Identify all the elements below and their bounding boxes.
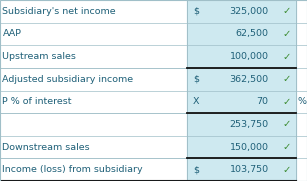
Text: 325,000: 325,000 [230, 7, 269, 16]
Text: $: $ [193, 165, 199, 174]
Text: ✓: ✓ [282, 165, 291, 175]
Text: 70: 70 [257, 97, 269, 106]
Text: 253,750: 253,750 [230, 120, 269, 129]
Text: ✓: ✓ [282, 119, 291, 129]
Text: ✓: ✓ [282, 29, 291, 39]
Text: Adjusted subsidiary income: Adjusted subsidiary income [2, 75, 134, 84]
Text: AAP: AAP [2, 30, 21, 38]
Text: X: X [192, 97, 199, 106]
Text: 100,000: 100,000 [230, 52, 269, 61]
Text: ✓: ✓ [282, 52, 291, 62]
Text: ✓: ✓ [282, 74, 291, 84]
Text: ✓: ✓ [282, 6, 291, 16]
Text: ✓: ✓ [282, 97, 291, 107]
Text: Downstream sales: Downstream sales [2, 143, 90, 151]
Text: P % of interest: P % of interest [2, 97, 72, 106]
Text: 362,500: 362,500 [230, 75, 269, 84]
Text: 103,750: 103,750 [230, 165, 269, 174]
Text: 62,500: 62,500 [236, 30, 269, 38]
Text: $: $ [193, 7, 199, 16]
Bar [187, 0, 296, 181]
Text: ✓: ✓ [282, 142, 291, 152]
Text: Upstream sales: Upstream sales [2, 52, 76, 61]
Text: $: $ [193, 75, 199, 84]
Text: Subsidiary's net income: Subsidiary's net income [2, 7, 116, 16]
Text: 150,000: 150,000 [230, 143, 269, 151]
Text: Income (loss) from subsidiary: Income (loss) from subsidiary [2, 165, 143, 174]
Text: %: % [298, 97, 307, 106]
